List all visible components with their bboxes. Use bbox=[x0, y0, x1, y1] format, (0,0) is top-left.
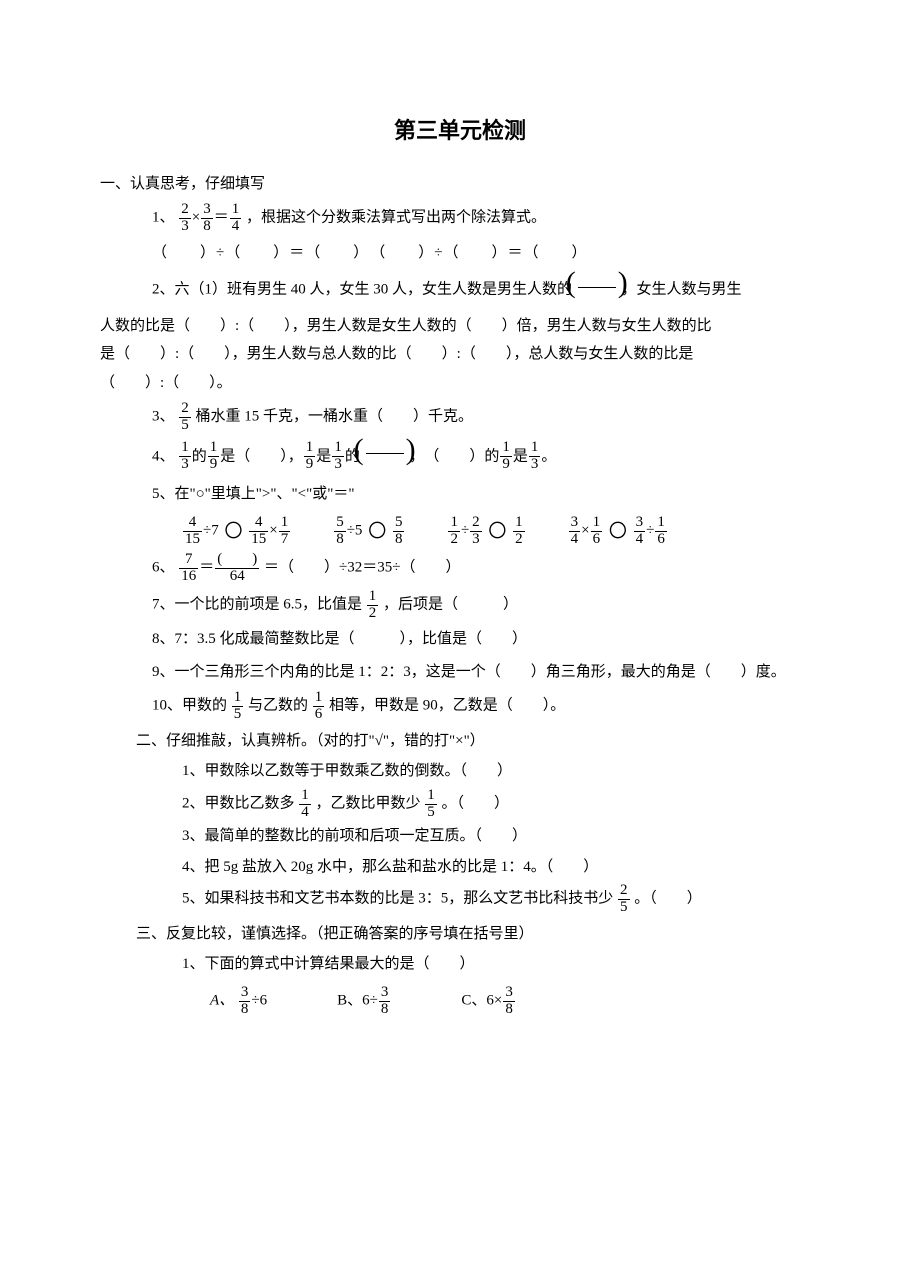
s2q5-f: 25 bbox=[618, 883, 630, 916]
q6-tail: ＝（ ）÷32＝35÷（ ） bbox=[264, 560, 460, 576]
q10-a: 10、甲数的 bbox=[152, 698, 227, 714]
q1-line1: 1、 23×38＝14 ，根据这个分数乘法算式写出两个除法算式。 bbox=[152, 202, 820, 235]
q2-blank-frac bbox=[576, 271, 618, 309]
s2-q5: 5、如果科技书和文艺书本数的比是 3：5，那么文艺书比科技书少 25 。（ ） bbox=[182, 883, 820, 916]
q4-blank-frac bbox=[364, 438, 406, 476]
q9: 9、一个三角形三个内角的比是 1：2：3，这是一个（ ）角三角形，最大的角是（ … bbox=[152, 658, 820, 687]
q4-f2: 19 bbox=[208, 440, 220, 473]
section-3-head: 三、反复比较，谨慎选择。（把正确答案的序号填在括号里） bbox=[136, 920, 820, 949]
option-b: B、6÷38 bbox=[337, 985, 391, 1018]
q10-f2: 16 bbox=[313, 690, 325, 723]
q7-a: 7、一个比的前项是 6.5，比值是 bbox=[152, 597, 362, 613]
section-1-head: 一、认真思考，仔细填写 bbox=[100, 170, 820, 199]
q5-row: 415÷7 〇 415×17 58÷5 〇 58 12÷23 〇 12 34×1… bbox=[182, 514, 820, 548]
q4-f6: 13 bbox=[529, 440, 541, 473]
s2-q1: 1、甲数除以乙数等于甲数乘乙数的倒数。（ ） bbox=[182, 757, 820, 786]
q5-expr1: 415÷7 〇 415×17 bbox=[182, 514, 291, 548]
q5-expr4: 34×16 〇 34÷16 bbox=[568, 514, 668, 548]
q3-frac: 25 bbox=[179, 401, 191, 434]
circle-icon: 〇 bbox=[224, 514, 242, 548]
q1-frac1: 23 bbox=[179, 202, 191, 235]
q4-f4: 13 bbox=[332, 440, 344, 473]
q2-line3: 是（ ）:（ ），男生人数与总人数的比（ ）:（ ），总人数与女生人数的比是 bbox=[100, 340, 820, 369]
q4-f5: 19 bbox=[500, 440, 512, 473]
q3: 3、 25 桶水重 15 千克，一桶水重（ ）千克。 bbox=[152, 401, 820, 434]
q7: 7、一个比的前项是 6.5，比值是 12 ，后项是（ ） bbox=[152, 589, 820, 622]
q1-frac2: 38 bbox=[201, 202, 213, 235]
q5-head: 5、在"○"里填上">"、"<"或"＝" bbox=[152, 480, 820, 509]
option-a: A、 38÷6 bbox=[210, 985, 267, 1018]
q8: 8、7：3.5 化成最简整数比是（ ），比值是（ ） bbox=[152, 625, 820, 654]
s2-q2: 2、甲数比乙数多 14 ，乙数比甲数少 15 。（ ） bbox=[182, 788, 820, 821]
q5-expr2: 58÷5 〇 58 bbox=[333, 514, 405, 548]
q6-f2: ( )64 bbox=[215, 552, 259, 585]
q7-b: ，后项是（ ） bbox=[383, 597, 518, 613]
q1-prefix: 1、 bbox=[152, 210, 175, 226]
option-c: C、6×38 bbox=[461, 985, 515, 1018]
s2q2-f1: 14 bbox=[299, 788, 311, 821]
s3-q1-options: A、 38÷6 B、6÷38 C、6×38 bbox=[210, 985, 820, 1018]
s2q2-f2: 15 bbox=[425, 788, 437, 821]
q10-c: 相等，甲数是 90，乙数是（ ）。 bbox=[329, 698, 565, 714]
q1-tail: ，根据这个分数乘法算式写出两个除法算式。 bbox=[246, 210, 546, 226]
q2-line1: 2、六（1）班有男生 40 人，女生 30 人，女生人数是男生人数的 ，女生人数… bbox=[152, 271, 820, 309]
circle-icon: 〇 bbox=[368, 514, 386, 548]
q4-prefix: 4、 bbox=[152, 448, 175, 464]
section-2-head: 二、仔细推敲，认真辨析。（对的打"√"，错的打"×"） bbox=[136, 727, 820, 756]
q10-b: 与乙数的 bbox=[248, 698, 308, 714]
q4: 4、 13的19是（ ），19是13的 ， （ ）的19是13。 bbox=[152, 438, 820, 476]
s2-q4: 4、把 5g 盐放入 20g 水中，那么盐和盐水的比是 1：4。（ ） bbox=[182, 853, 820, 882]
q4-f3: 19 bbox=[304, 440, 316, 473]
q1-line2: （ ）÷（ ）＝（ ） （ ）÷（ ）＝（ ） bbox=[152, 239, 820, 268]
circle-icon: 〇 bbox=[488, 514, 506, 548]
q5-expr3: 12÷23 〇 12 bbox=[447, 514, 525, 548]
q2-b: ，女生人数与男生 bbox=[622, 282, 742, 298]
s2-q3: 3、最简单的整数比的前项和后项一定互质。（ ） bbox=[182, 822, 820, 851]
q3-tail: 桶水重 15 千克，一桶水重（ ）千克。 bbox=[196, 409, 474, 425]
s3-q1: 1、下面的算式中计算结果最大的是（ ） bbox=[182, 950, 820, 979]
q4-f1: 13 bbox=[179, 440, 191, 473]
q6-prefix: 6、 bbox=[152, 560, 175, 576]
q6-f1: 716 bbox=[179, 552, 198, 585]
q10-f1: 15 bbox=[232, 690, 244, 723]
q3-prefix: 3、 bbox=[152, 409, 175, 425]
q2-a: 2、六（1）班有男生 40 人，女生 30 人，女生人数是男生人数的 bbox=[152, 282, 572, 298]
q6: 6、 716＝( )64 ＝（ ）÷32＝35÷（ ） bbox=[152, 552, 820, 585]
q10: 10、甲数的 15 与乙数的 16 相等，甲数是 90，乙数是（ ）。 bbox=[152, 690, 820, 723]
page-title: 第三单元检测 bbox=[100, 110, 820, 152]
q1-frac3: 14 bbox=[230, 202, 242, 235]
q2-line2: 人数的比是（ ）:（ ），男生人数是女生人数的（ ）倍，男生人数与女生人数的比 bbox=[100, 312, 820, 341]
q2-line4: （ ）:（ ）。 bbox=[100, 369, 820, 398]
page: 第三单元检测 一、认真思考，仔细填写 1、 23×38＝14 ，根据这个分数乘法… bbox=[0, 0, 920, 1057]
q7-frac: 12 bbox=[367, 589, 379, 622]
circle-icon: 〇 bbox=[609, 514, 627, 548]
